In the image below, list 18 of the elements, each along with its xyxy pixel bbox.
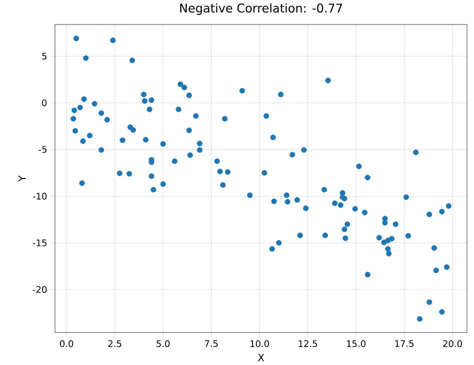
x-tick-label: 5.0 xyxy=(156,340,170,348)
y-tick-label: 0 xyxy=(42,100,47,106)
y-tick-label: 5 xyxy=(42,53,46,60)
x-axis-title: X xyxy=(258,354,264,362)
x-tick-label: 7.5 xyxy=(204,340,218,348)
x-tick-label: 15.0 xyxy=(347,340,366,348)
y-tick-label: -5 xyxy=(38,146,46,154)
y-tick-label: -15 xyxy=(32,240,46,246)
y-tick-label: -10 xyxy=(32,193,47,200)
x-tick-label: 2.5 xyxy=(108,340,122,348)
y-axis-title: Y xyxy=(18,176,26,182)
x-tick-label: 10.0 xyxy=(250,340,269,348)
x-tick-label: 20.0 xyxy=(443,340,462,348)
x-tick-label: 12.5 xyxy=(298,340,318,348)
x-tick-label: 17.5 xyxy=(395,340,414,348)
chart-title: Negative Correlation: -0.77 xyxy=(180,4,342,16)
y-tick-label: -20 xyxy=(32,286,47,294)
x-tick-label: 0.0 xyxy=(60,340,74,348)
